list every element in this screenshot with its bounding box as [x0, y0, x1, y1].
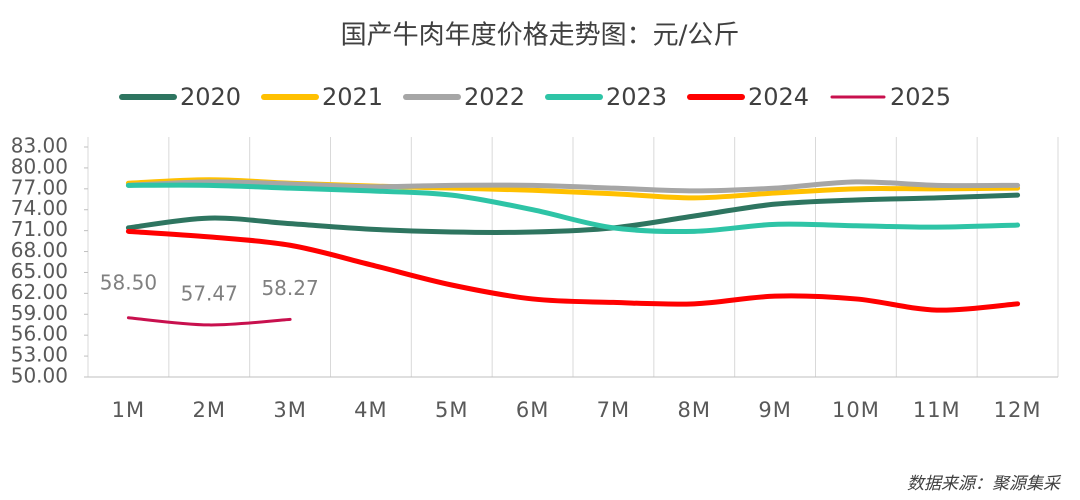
x-tick-label: 3M [273, 398, 306, 422]
y-tick-label: 53.00 [11, 343, 68, 367]
x-tick-label: 8M [678, 398, 711, 422]
y-tick-label: 74.00 [11, 196, 68, 220]
legend-label: 2022 [464, 83, 525, 111]
y-tick-label: 59.00 [11, 301, 68, 325]
y-tick-label: 71.00 [11, 217, 68, 241]
data-label: 57.47 [181, 281, 238, 305]
series-line [125, 182, 1021, 235]
x-tick-label: 7M [597, 398, 630, 422]
data-label: 58.50 [100, 270, 157, 294]
legend-label: 2025 [890, 83, 951, 111]
series-line [125, 228, 1021, 313]
y-tick-label: 65.00 [11, 259, 68, 283]
source-note: 数据来源：聚源集采 [907, 474, 1062, 494]
x-tick-label: 11M [913, 398, 961, 422]
series-line [126, 316, 292, 327]
x-tick-label: 10M [832, 398, 880, 422]
series-line [125, 192, 1021, 235]
x-tick-label: 2M [193, 398, 226, 422]
data-label: 58.27 [261, 276, 318, 300]
y-tick-label: 80.00 [11, 154, 68, 178]
y-tick-label: 83.00 [11, 134, 68, 158]
x-tick-label: 5M [435, 398, 468, 422]
y-tick-label: 68.00 [11, 238, 68, 262]
x-tick-label: 12M [994, 398, 1042, 422]
y-tick-label: 77.00 [11, 175, 68, 199]
x-tick-label: 1M [112, 398, 145, 422]
y-tick-label: 62.00 [11, 280, 68, 304]
y-tick-label: 50.00 [11, 364, 68, 388]
series-line [125, 179, 1021, 194]
legend-label: 2023 [606, 83, 667, 111]
chart-title: 国产牛肉年度价格走势图：元/公斤 [341, 21, 740, 51]
legend-label: 2020 [180, 83, 241, 111]
x-tick-label: 6M [516, 398, 549, 422]
x-tick-label: 4M [354, 398, 387, 422]
legend-label: 2024 [748, 83, 809, 111]
y-tick-label: 56.00 [11, 322, 68, 346]
x-tick-label: 9M [758, 398, 791, 422]
legend-label: 2021 [322, 83, 383, 111]
